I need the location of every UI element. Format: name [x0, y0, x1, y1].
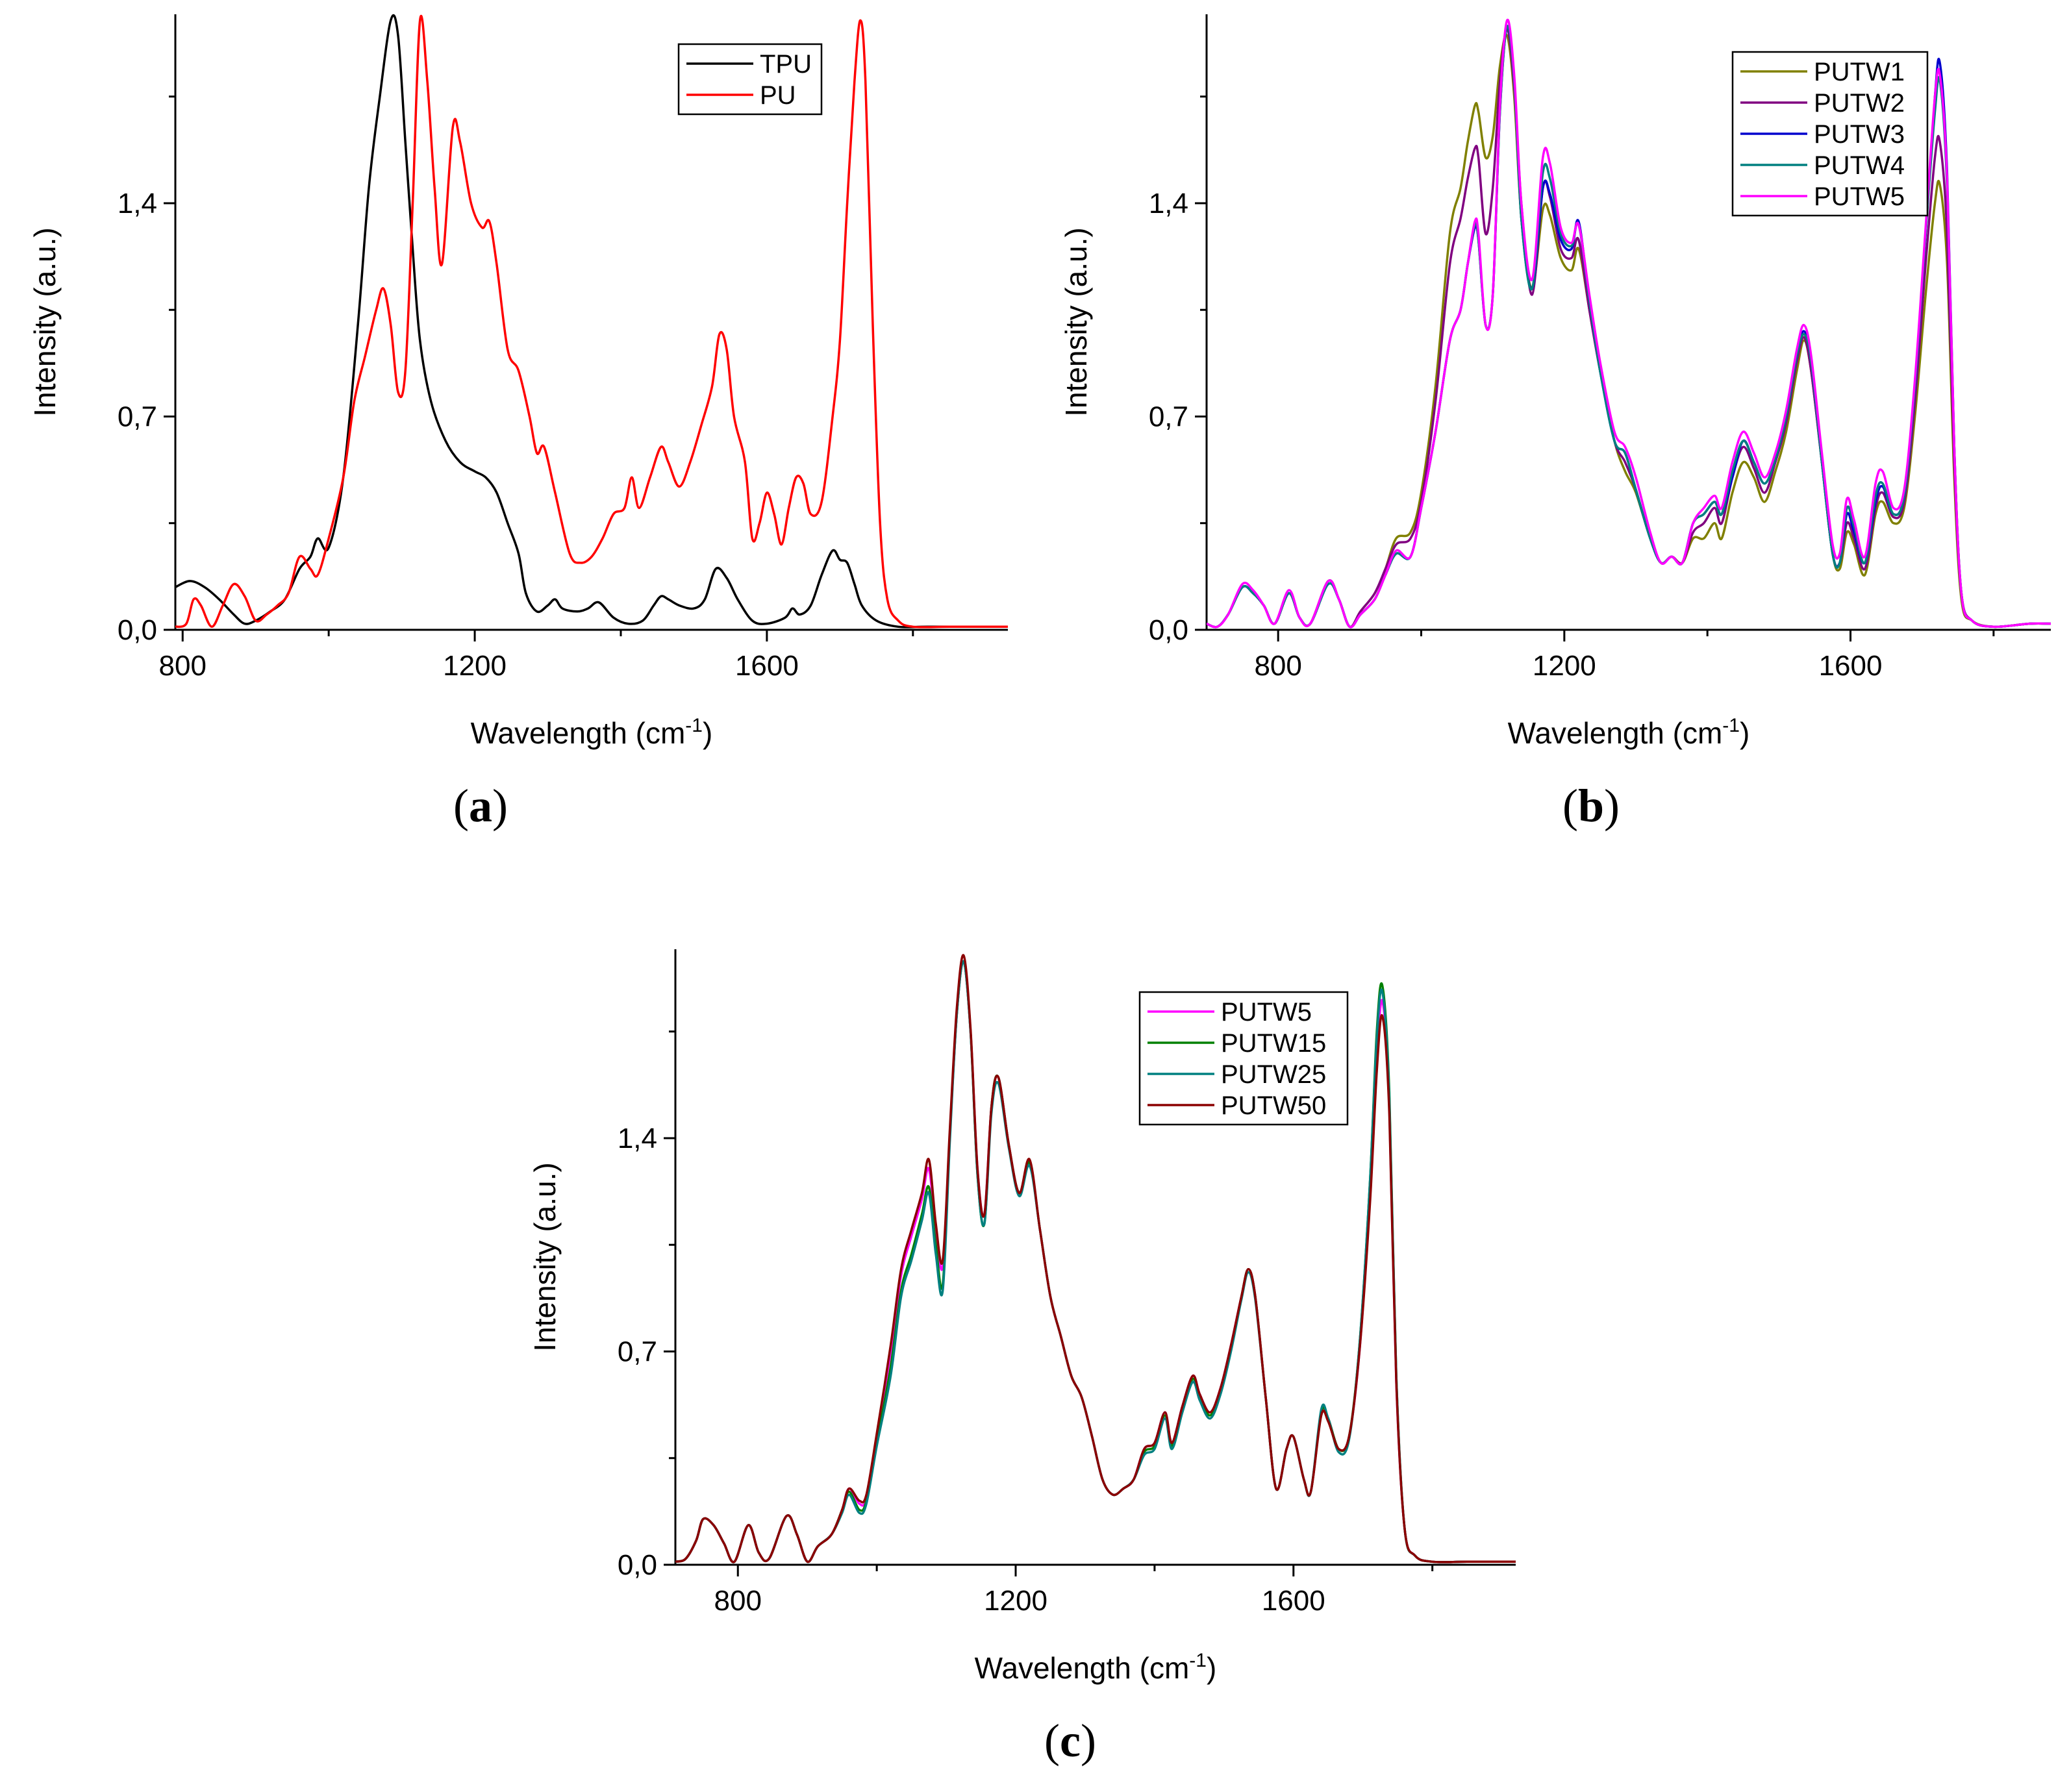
chart-panel-b: 0,0 0,7 1,4 800 1200 1600 Wavelength (cm-1) Int…	[1059, 14, 2051, 832]
x-axis-title-main: Wavelength (cm	[975, 1651, 1190, 1685]
legend-label: PUTW5	[1814, 182, 1905, 211]
series-line-putw15	[675, 960, 1516, 1563]
legend-label: TPU	[760, 50, 812, 79]
legend-label: PUTW5	[1221, 998, 1312, 1027]
x-axis-title-tail: )	[703, 716, 712, 750]
x-tick-label: 1200	[1533, 650, 1596, 682]
y-axis-title: Intensity (a.u.)	[28, 227, 62, 416]
y-tick-label: 0,7	[118, 401, 157, 432]
caption-open-paren: (	[1562, 780, 1578, 832]
series-line-putw50	[675, 954, 1516, 1563]
legend-box	[1138, 991, 1349, 1126]
x-axis-title: Wavelength (cm-1)	[1508, 715, 1750, 750]
legend-label: PU	[760, 81, 796, 110]
x-axis-title-main: Wavelength (cm	[471, 716, 686, 750]
x-axis-title: Wavelength (cm-1)	[471, 715, 713, 750]
x-tick-label: 1200	[984, 1585, 1047, 1617]
chart-panel-c: 0,0 0,7 1,4 800 1200 1600 Wavelength (cm-1) Int…	[528, 949, 1516, 1767]
legend-box	[677, 43, 823, 116]
legend-label: PUTW3	[1814, 120, 1905, 149]
x-axis-title-tail: )	[1207, 1651, 1216, 1685]
y-axis-title: Intensity (a.u.)	[1059, 227, 1093, 416]
x-axis-title-sup: -1	[1189, 1650, 1207, 1671]
y-tick-label: 0,0	[1149, 614, 1188, 646]
x-tick-label: 1600	[735, 650, 799, 682]
caption-letter: b	[1578, 780, 1604, 832]
caption-close-paren: )	[1604, 780, 1620, 832]
y-tick-label: 0,0	[118, 614, 157, 646]
series-line-putw5	[675, 960, 1516, 1563]
y-axis-title: Intensity (a.u.)	[528, 1162, 562, 1351]
x-tick-label: 1600	[1262, 1585, 1325, 1617]
legend-label: PUTW1	[1814, 58, 1905, 86]
y-tick-label: 0,7	[1149, 401, 1188, 432]
panel-caption: (a)	[453, 780, 508, 832]
panel-caption: (b)	[1562, 780, 1620, 832]
x-tick-label: 800	[159, 650, 207, 682]
y-tick-label: 1,4	[618, 1123, 657, 1154]
series-line-pu	[175, 14, 1008, 628]
x-tick-label: 800	[714, 1585, 762, 1617]
series-line-putw5	[1207, 18, 2051, 628]
caption-close-paren: )	[492, 780, 508, 832]
legend-label: PUTW25	[1221, 1060, 1326, 1089]
x-axis-title: Wavelength (cm-1)	[975, 1650, 1217, 1685]
chart-panel-a: 0,0 0,7 1,4 800 1200 1600 Wavelength (cm-1) Int…	[28, 14, 1008, 832]
y-tick-label: 0,0	[618, 1549, 657, 1581]
x-axis-title-main: Wavelength (cm	[1508, 716, 1723, 750]
x-tick-label: 1200	[443, 650, 507, 682]
y-tick-label: 1,4	[118, 188, 157, 219]
caption-letter: a	[469, 780, 492, 832]
legend-label: PUTW15	[1221, 1029, 1326, 1058]
y-tick-label: 0,7	[618, 1336, 657, 1367]
caption-open-paren: (	[453, 780, 469, 832]
caption-close-paren: )	[1081, 1715, 1096, 1767]
x-axis-title-sup: -1	[1722, 715, 1740, 736]
legend-label: PUTW50	[1221, 1091, 1326, 1120]
x-axis-title-tail: )	[1740, 716, 1749, 750]
caption-open-paren: (	[1044, 1715, 1060, 1767]
caption-letter: c	[1060, 1715, 1081, 1767]
x-tick-label: 1600	[1819, 650, 1883, 682]
series-line-putw25	[675, 960, 1516, 1563]
x-axis-title-sup: -1	[685, 715, 703, 736]
y-tick-label: 1,4	[1149, 188, 1188, 219]
legend-label: PUTW2	[1814, 89, 1905, 118]
legend-label: PUTW4	[1814, 151, 1905, 180]
x-tick-label: 800	[1254, 650, 1301, 682]
series-line-tpu	[175, 14, 1008, 628]
panel-caption: (c)	[1044, 1715, 1096, 1767]
series-line-putw2	[1207, 28, 2051, 628]
